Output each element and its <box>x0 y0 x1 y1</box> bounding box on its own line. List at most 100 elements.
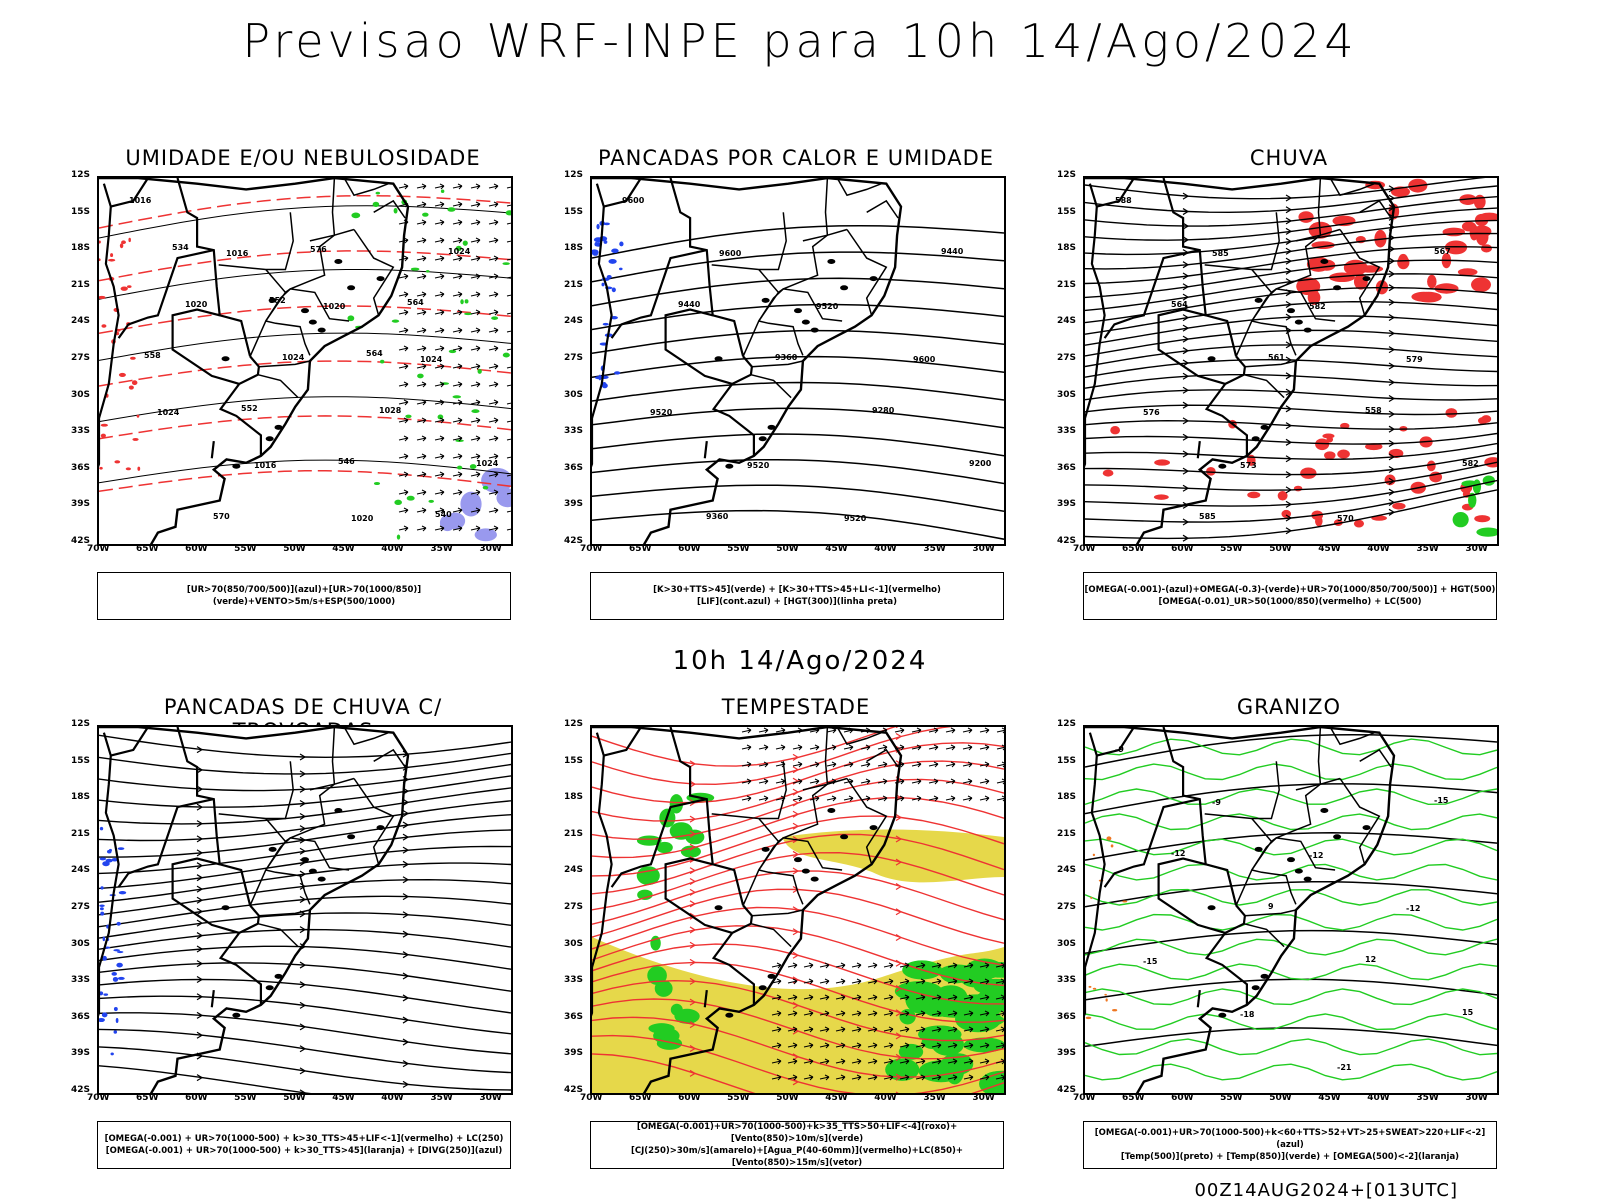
contour-label: 588 <box>1115 196 1132 205</box>
panel-title-tempestade: TEMPESTADE <box>721 695 871 719</box>
lat-tick-label: 30S <box>71 389 91 400</box>
lat-tick-label: 24S <box>71 316 91 327</box>
lon-tick-label: 40W <box>381 1093 404 1103</box>
contour-label: 573 <box>1240 461 1257 470</box>
lat-tick-label: 39S <box>1057 499 1077 510</box>
map-chuva[interactable]: 588 585 582 579 576 573 570 567 564 561 558 582 585 <box>1083 176 1499 546</box>
map-pancadas-por-calor-e-umidade[interactable]: 9600 9600 9520 9600 9520 9520 9520 9440 9440 9360… <box>590 176 1006 546</box>
lon-tick-label: 70W <box>580 544 603 554</box>
main-title: Previsao WRF-INPE para 10h 14/Ago/2024 <box>242 14 1358 68</box>
lon-tick-label: 70W <box>580 1093 603 1103</box>
lat-tick-label: 15S <box>71 755 91 766</box>
contour-label: 585 <box>1212 249 1229 258</box>
lon-tick-label: 65W <box>1122 1093 1145 1103</box>
legend-granizo: [OMEGA(-0.001)+UR>70(1000-500)+k<60+TTS>… <box>1083 1121 1497 1169</box>
lon-tick-label: 50W <box>776 544 799 554</box>
contour-label: 561 <box>1268 353 1285 362</box>
lon-tick-label: 40W <box>874 1093 897 1103</box>
contour-label: -15 <box>1434 796 1449 805</box>
contour-label: 534 <box>172 243 189 252</box>
lon-tick-label: 40W <box>1367 544 1390 554</box>
lat-tick-label: 33S <box>564 975 584 986</box>
legend-umidade-e-ou-nebulosidade: [UR>70(850/700/500)](azul)+[UR>70(1000/8… <box>97 572 511 620</box>
lat-tick-label: 21S <box>1057 828 1077 839</box>
panel-title-chuva: CHUVA <box>1249 146 1329 170</box>
contour-label: 1020 <box>185 300 208 309</box>
lat-tick-label: 42S <box>1057 536 1077 546</box>
lat-tick-label: 27S <box>564 902 584 912</box>
lon-tick-label: 30W <box>1465 1093 1488 1103</box>
contour-label: -9 <box>1115 745 1124 754</box>
lat-tick-label: 33S <box>71 975 91 986</box>
run-timestamp: 00Z14AUG2024+[013UTC] <box>1194 1180 1458 1201</box>
lat-tick-label: 18S <box>564 243 584 254</box>
lat-tick-label: 21S <box>564 279 584 290</box>
lat-tick-label: 33S <box>564 426 584 437</box>
legend-line: [OMEGA(-0.001)-(azul)+OMEGA(-0.3)-(verde… <box>1084 585 1496 595</box>
lat-tick-label: 18S <box>1057 792 1077 803</box>
contour-label: 567 <box>1434 247 1451 256</box>
lon-tick-label: 35W <box>1416 1093 1439 1103</box>
legend-line: [OMEGA(-0.01)_UR>50(1000/850)(vermelho) … <box>1158 597 1422 607</box>
lat-tick-label: 18S <box>71 243 91 254</box>
map-umidade-e-ou-nebulosidade[interactable]: 1016 1016 1020 1024 1024 1016 1020 1024 1020 1024… <box>97 176 513 546</box>
contour-label: 9 <box>1268 902 1274 911</box>
lat-tick-label: 18S <box>564 792 584 803</box>
lat-tick-label: 24S <box>1057 865 1077 876</box>
lat-tick-label: 39S <box>1057 1048 1077 1059</box>
map-pancadas-de-chuva-c-trovoadas[interactable] <box>97 725 513 1095</box>
lon-tick-label: 60W <box>185 1093 208 1103</box>
legend-line: [CJ(250)>30m/s](amarelo)+[Agua_P(40-60mm… <box>630 1146 964 1168</box>
lat-tick-label: 15S <box>1057 755 1077 766</box>
contour-label: 9600 <box>622 196 645 205</box>
lon-tick-label: 65W <box>629 1093 652 1103</box>
lon-tick-label: 45W <box>825 1093 848 1103</box>
lon-tick-label: 65W <box>136 1093 159 1103</box>
legend-line: [UR>70(850/700/500)](azul)+[UR>70(1000/8… <box>186 585 422 607</box>
lat-tick-label: 27S <box>1057 353 1077 363</box>
lon-tick-label: 60W <box>678 1093 701 1103</box>
lon-tick-label: 40W <box>1367 1093 1390 1103</box>
lon-tick-label: 30W <box>479 544 502 554</box>
contour-label: 1024 <box>282 353 305 362</box>
lon-tick-label: 45W <box>1318 544 1341 554</box>
contour-label: 564 <box>366 349 383 358</box>
contour-label: 579 <box>1406 355 1423 364</box>
lon-tick-label: 70W <box>87 544 110 554</box>
legend-line: [OMEGA(-0.001)+UR>70(1000-500)+k>35_TTS>… <box>636 1122 958 1144</box>
contour-label: 540 <box>435 510 452 519</box>
lat-tick-label: 30S <box>564 938 584 949</box>
contour-label: -12 <box>1406 904 1420 913</box>
contour-label: 1024 <box>420 355 443 364</box>
lon-tick-label: 50W <box>776 1093 799 1103</box>
lat-tick-label: 27S <box>1057 902 1077 912</box>
lat-tick-label: 15S <box>71 206 91 217</box>
lon-tick-label: 35W <box>430 544 453 554</box>
contour-label: 570 <box>1337 514 1354 523</box>
lon-tick-label: 35W <box>923 1093 946 1103</box>
lon-tick-label: 40W <box>381 544 404 554</box>
lat-tick-label: 42S <box>71 1085 91 1095</box>
map-granizo[interactable]: -9 -9 -12 -12 -15 -18 -21 -15 -12 9 12 15 <box>1083 725 1499 1095</box>
lon-tick-label: 60W <box>1171 1093 1194 1103</box>
legend-pancadas-de-chuva-c-trovoadas: [OMEGA(-0.001) + UR>70(1000-500) + k>30_… <box>97 1121 511 1169</box>
contour-label: 9520 <box>747 461 770 470</box>
lon-tick-label: 30W <box>972 1093 995 1103</box>
lon-tick-label: 55W <box>1220 1093 1243 1103</box>
contour-label: 558 <box>1365 406 1382 415</box>
lon-tick-label: 50W <box>283 544 306 554</box>
lon-tick-label: 60W <box>185 544 208 554</box>
lon-tick-label: 70W <box>87 1093 110 1103</box>
legend-chuva: [OMEGA(-0.001)-(azul)+OMEGA(-0.3)-(verde… <box>1083 572 1497 620</box>
lat-tick-label: 21S <box>71 828 91 839</box>
contour-label: 9440 <box>941 247 964 256</box>
lat-tick-label: 39S <box>564 1048 584 1059</box>
lat-tick-label: 24S <box>564 316 584 327</box>
lat-tick-label: 36S <box>1057 1011 1077 1022</box>
lon-tick-label: 35W <box>923 544 946 554</box>
contour-label: -18 <box>1240 1010 1255 1019</box>
lat-tick-label: 39S <box>71 1048 91 1059</box>
lat-tick-label: 36S <box>71 462 91 473</box>
map-tempestade[interactable] <box>590 725 1006 1095</box>
lat-tick-label: 33S <box>1057 426 1077 437</box>
